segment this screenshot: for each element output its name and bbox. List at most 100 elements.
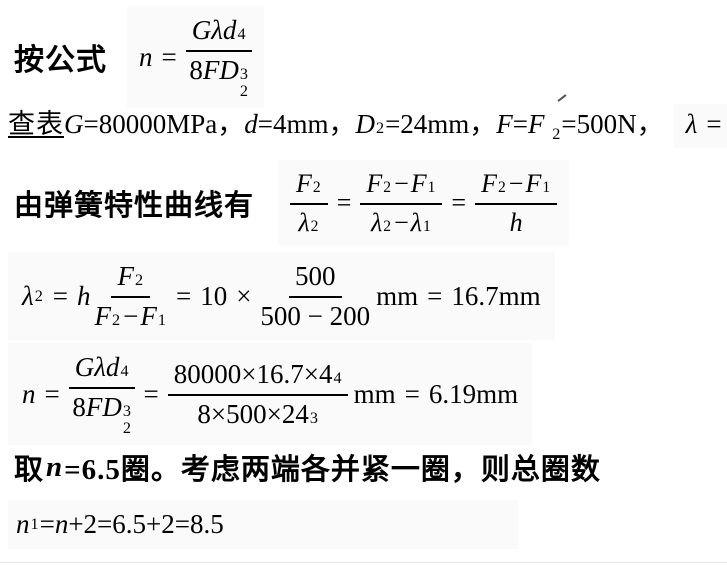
var-F: F: [366, 169, 383, 198]
parameters-row: 查表 G =80000MPa， d =4mm， D 2 =24mm， F = F…: [8, 94, 727, 148]
equals-op: =: [706, 109, 722, 139]
equals-op: =: [175, 280, 192, 311]
minus-op: −: [508, 169, 524, 198]
total-coils-equation: n 1 = n +2=6.5+2=8.5: [8, 500, 518, 549]
var-D: D: [355, 109, 375, 139]
numerator: 500: [289, 260, 342, 298]
minus-op: −: [394, 169, 409, 198]
subscript-1: 1: [427, 179, 436, 196]
exponent-4: 4: [237, 25, 246, 43]
minus-op: −: [394, 208, 409, 237]
lookup-label: 查表: [8, 109, 64, 139]
minus-op: −: [123, 301, 139, 331]
denominator: 8×500×24 3: [197, 396, 318, 430]
var-fd: FD: [202, 55, 239, 85]
value-500: 500: [295, 261, 336, 291]
var-h: h: [77, 280, 91, 311]
curve-label: 由弹簧特性曲线有: [14, 190, 255, 222]
exponent-4: 4: [333, 369, 342, 387]
calc-numerator: 80000×16.7×4: [173, 359, 333, 389]
exponent-4: 4: [120, 362, 129, 380]
value-500-200: 500 − 200: [260, 301, 371, 331]
fraction: 80000×16.7×4 4 8×500×24 3: [167, 358, 348, 430]
equals-op: =: [52, 280, 69, 311]
coef-8: 8: [189, 55, 203, 85]
equals-op: =: [336, 188, 352, 217]
subscript-2: 2: [310, 218, 319, 235]
var-lambda: λ: [410, 208, 422, 237]
subscript-2: 2: [239, 82, 248, 100]
equals-op: =: [39, 509, 55, 539]
times-op: ×: [236, 280, 252, 311]
denominator: 500 − 200: [260, 298, 370, 332]
var-F: F: [117, 261, 134, 291]
denominator: 8 FD 3 2: [189, 52, 248, 100]
exponent-3: 3: [122, 402, 131, 420]
conclusion-text: =6.5圈。考虑两端各并紧一圈，则总圈数: [64, 454, 601, 486]
result-expression: +2=6.5+2=8.5: [68, 509, 224, 539]
var-n: n: [22, 378, 36, 409]
equals-op: =: [44, 378, 60, 409]
exponent-3: 3: [239, 65, 248, 83]
conclusion-row: 取 n =6.5圈。考虑两端各并紧一圈，则总圈数: [14, 446, 601, 488]
fraction: Gλd 4 8 FD 3 2: [185, 14, 252, 100]
subscript-2: 2: [375, 119, 385, 137]
subscript-1: 1: [542, 179, 551, 196]
n-equation: n = Gλd 4 8 FD 3 2 = 80000: [8, 343, 533, 445]
result-value: 16.7mm: [451, 280, 541, 311]
denominator: h: [510, 205, 523, 238]
equals-op: =: [161, 41, 177, 72]
formula-n-definition: n = Gλd 4 8 FD 3 2: [127, 6, 264, 108]
var-F: F: [410, 169, 427, 198]
var-lambda: λ: [22, 280, 34, 311]
equals-op: =: [404, 378, 420, 409]
calc-denominator: 8×500×24: [197, 399, 309, 429]
subsup-stack: 3 2: [239, 65, 248, 100]
subscript-1: 1: [157, 311, 166, 329]
numerator: 80000×16.7×4 4: [167, 358, 348, 396]
var-F: F: [528, 109, 545, 139]
factor-10: 10: [200, 280, 228, 311]
var-F: F: [525, 169, 542, 198]
var-F: F: [296, 169, 312, 198]
subsup-stack: 3 2: [122, 402, 131, 437]
var-lambda: λ: [371, 208, 383, 237]
var-lambda: λ: [298, 208, 310, 237]
take-label: 取: [14, 454, 45, 486]
numerator: Gλd 4: [68, 351, 135, 389]
var-gld: Gλd: [191, 15, 237, 45]
var-gld: Gλd: [74, 352, 120, 382]
var-h: h: [509, 208, 523, 237]
value-D2: =24mm，: [385, 109, 497, 139]
lambda-equality-box: λ = λ 2: [673, 104, 727, 148]
unit-mm: mm: [353, 378, 396, 409]
result-value: 6.19mm: [428, 378, 519, 409]
unit-mm: mm: [376, 280, 419, 311]
equals-op: =: [427, 280, 443, 311]
subscript-2: 2: [383, 179, 392, 196]
subscript-2: 2: [312, 179, 321, 196]
subscript-2: 2: [122, 419, 131, 437]
fraction: Gλd 4 8 FD 3 2: [68, 351, 135, 437]
var-F: F: [496, 109, 513, 139]
formula-intro-row: 按公式 n = Gλd 4 8 FD 3 2: [14, 6, 264, 108]
subscript-2: 2: [497, 179, 506, 196]
total-coils-row: n 1 = n +2=6.5+2=8.5: [8, 500, 518, 549]
n-calculation-row: n = Gλd 4 8 FD 3 2 = 80000: [8, 343, 533, 445]
fraction: 500 500 − 200: [260, 260, 370, 332]
var-n: n: [46, 450, 63, 483]
denominator: 8 FD 3 2: [72, 389, 131, 437]
